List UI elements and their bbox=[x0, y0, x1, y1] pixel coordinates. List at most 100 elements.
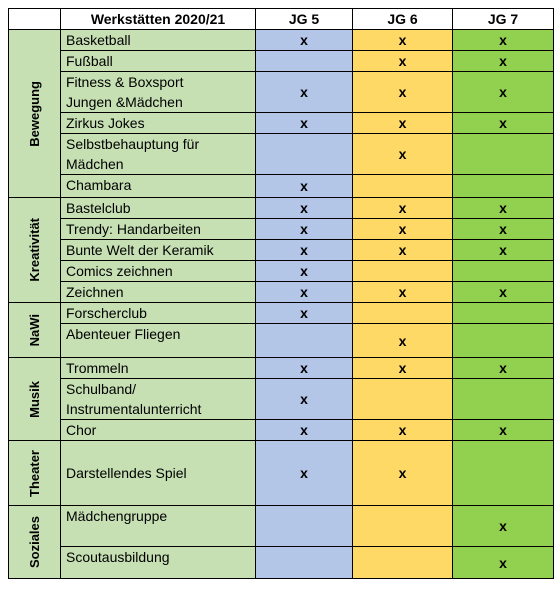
mark: x bbox=[300, 305, 308, 321]
mark: x bbox=[398, 242, 407, 258]
mark-cell: x bbox=[452, 239, 554, 261]
mark: x bbox=[300, 178, 308, 194]
mark-cell bbox=[255, 546, 353, 579]
name-cell: Schulband/Instrumentalunterricht bbox=[60, 378, 256, 420]
mark: x bbox=[499, 84, 507, 100]
mark: x bbox=[499, 284, 507, 300]
column-header: JG 5 bbox=[255, 8, 353, 30]
group-label: Theater bbox=[27, 449, 42, 497]
table-row: Zirkus Jokes x x x bbox=[9, 112, 554, 134]
name-line: Bunte Welt der Keramik bbox=[66, 242, 214, 258]
mark-cell: x bbox=[452, 505, 554, 547]
name-line: Jungen &Mädchen bbox=[66, 94, 183, 110]
table-row: Abenteuer Fliegen x bbox=[9, 323, 554, 358]
name-cell: Comics zeichnen bbox=[60, 260, 256, 282]
mark-cell: x bbox=[255, 357, 353, 379]
corner-cell bbox=[8, 8, 61, 30]
name-cell: Abenteuer Fliegen bbox=[60, 323, 256, 358]
table-row: Comics zeichnen x bbox=[9, 260, 554, 282]
mark: x bbox=[398, 53, 407, 69]
mark-cell: x bbox=[255, 112, 353, 134]
mark-cell: x bbox=[255, 29, 353, 51]
table-row: Trendy: Handarbeiten x x x bbox=[9, 218, 554, 240]
mark: x bbox=[499, 422, 507, 438]
mark: x bbox=[300, 115, 308, 131]
mark: x bbox=[300, 200, 308, 216]
mark: x bbox=[300, 32, 308, 48]
name-line: Basketball bbox=[66, 32, 131, 48]
mark-cell bbox=[452, 440, 554, 506]
table-row: Schulband/Instrumentalunterricht x bbox=[9, 378, 554, 420]
mark: x bbox=[499, 53, 507, 69]
name-line: Selbstbehauptung für bbox=[66, 136, 200, 152]
mark: x bbox=[398, 32, 407, 48]
name-line: Schulband/ bbox=[66, 381, 137, 397]
column-header: JG 7 bbox=[452, 8, 554, 30]
mark-cell bbox=[352, 546, 453, 579]
name-line: Mädchen bbox=[66, 156, 124, 172]
mark: x bbox=[499, 518, 507, 534]
mark: x bbox=[398, 200, 407, 216]
name-cell: Trommeln bbox=[60, 357, 256, 379]
column-header: JG 6 bbox=[352, 8, 453, 30]
mark: x bbox=[300, 465, 308, 481]
mark-cell bbox=[452, 378, 554, 420]
name-cell: Trendy: Handarbeiten bbox=[60, 218, 256, 240]
mark-cell: x bbox=[452, 281, 554, 303]
mark: x bbox=[398, 221, 407, 237]
mark: x bbox=[300, 360, 308, 376]
name-cell: Forscherclub bbox=[60, 302, 256, 324]
group-cell: Musik bbox=[8, 357, 61, 441]
name-line: Forscherclub bbox=[66, 305, 147, 321]
name-cell: Scoutausbildung bbox=[60, 546, 256, 579]
mark-cell: x bbox=[352, 281, 453, 303]
mark: x bbox=[398, 284, 407, 300]
workshop-table: Werkstätten 2020/21 JG 5 JG 6 JG 7 Bewegun… bbox=[8, 8, 554, 579]
table-row: Selbstbehauptung für Mädchen x bbox=[9, 133, 554, 175]
mark-cell bbox=[352, 505, 453, 547]
mark-cell: x bbox=[255, 378, 353, 420]
name-cell: Basketball bbox=[60, 29, 256, 51]
mark-cell: x bbox=[352, 323, 453, 358]
mark: x bbox=[499, 200, 507, 216]
group-cell: Theater bbox=[8, 440, 61, 506]
name-cell: Bunte Welt der Keramik bbox=[60, 239, 256, 261]
name-line: Fußball bbox=[66, 53, 113, 69]
mark-cell: x bbox=[352, 50, 453, 72]
mark: x bbox=[499, 242, 507, 258]
mark-cell: x bbox=[452, 50, 554, 72]
mark-cell: x bbox=[255, 239, 353, 261]
mark-cell: x bbox=[352, 357, 453, 379]
group-label: Musik bbox=[27, 380, 42, 418]
mark-cell: x bbox=[452, 197, 554, 219]
mark-cell bbox=[352, 378, 453, 420]
mark: x bbox=[499, 32, 507, 48]
mark: x bbox=[300, 284, 308, 300]
mark-cell bbox=[452, 260, 554, 282]
mark: x bbox=[300, 391, 308, 407]
mark-cell bbox=[352, 302, 453, 324]
mark-cell: x bbox=[352, 133, 453, 175]
table-row: Soziales Mädchengruppe x bbox=[8, 505, 554, 579]
mark-cell bbox=[255, 505, 353, 547]
mark: x bbox=[398, 422, 407, 438]
mark-cell bbox=[452, 133, 554, 175]
mark: x bbox=[398, 465, 407, 481]
mark-cell: x bbox=[255, 302, 353, 324]
name-cell: Darstellendes Spiel bbox=[60, 440, 256, 506]
mark: x bbox=[499, 554, 507, 571]
mark-cell: x bbox=[452, 29, 554, 51]
table-row: Theater Darstellendes Spiel x x bbox=[8, 440, 554, 506]
mark-cell bbox=[452, 302, 554, 324]
mark-cell bbox=[352, 260, 453, 282]
mark: x bbox=[499, 360, 507, 376]
name-line: Chambara bbox=[66, 177, 132, 193]
mark-cell bbox=[255, 323, 353, 358]
mark-cell bbox=[255, 133, 353, 175]
mark: x bbox=[300, 84, 308, 100]
mark-cell: x bbox=[452, 546, 554, 579]
mark-cell: x bbox=[255, 281, 353, 303]
mark-cell: x bbox=[452, 419, 554, 441]
table-row: Chor x x x bbox=[9, 419, 554, 441]
